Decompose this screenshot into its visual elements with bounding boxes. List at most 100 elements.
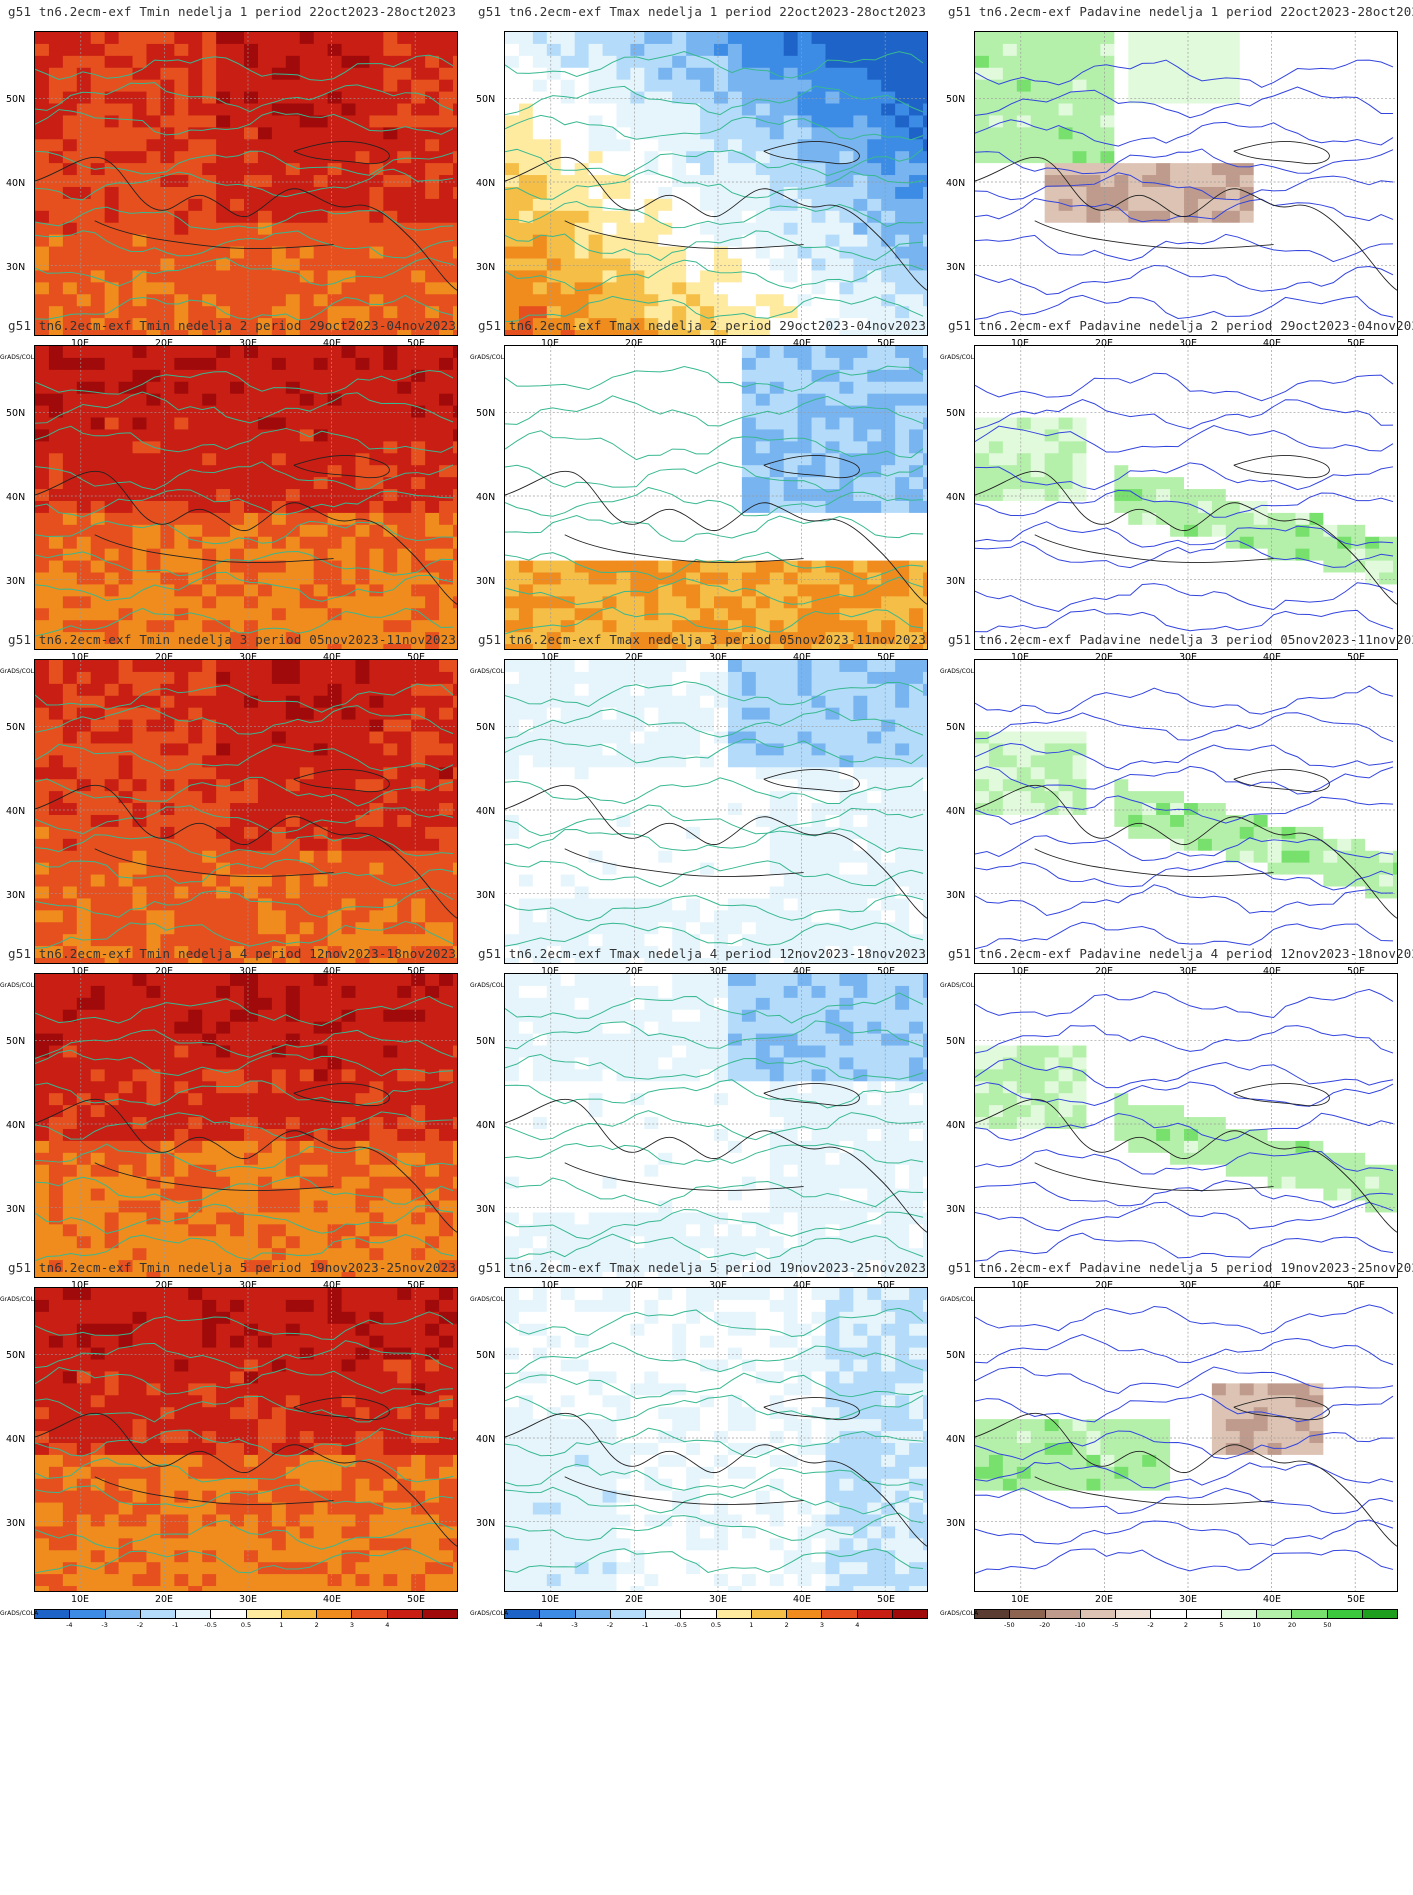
colorbar-tick-label: 10 — [1252, 1621, 1261, 1629]
lat-label-30n: 30N — [476, 262, 496, 273]
lon-label-40e: 40E — [1262, 652, 1282, 663]
colorbar-swatch — [646, 1610, 682, 1618]
lon-label-10e: 10E — [1010, 966, 1030, 977]
map-field — [505, 1288, 927, 1591]
lat-label-30n: 30N — [6, 576, 26, 587]
forecast-panel-1: g51 tn6.2ecm-exf Tmin nedelja 1 period 2… — [0, 2, 470, 381]
lon-label-20e: 20E — [154, 966, 174, 977]
lon-label-50e: 50E — [1346, 338, 1366, 349]
map-frame — [504, 659, 928, 964]
map-field — [975, 974, 1397, 1277]
lon-label-10e: 10E — [70, 966, 90, 977]
lon-label-30e: 30E — [1178, 1280, 1198, 1291]
lat-label-30n: 30N — [6, 1204, 26, 1215]
colorbar-tick-label: 3 — [349, 1621, 355, 1629]
map-field — [505, 974, 927, 1277]
map-frame — [974, 31, 1398, 336]
colorbar-swatch — [716, 1610, 752, 1618]
map-frame — [34, 1287, 458, 1592]
map-field — [975, 346, 1397, 649]
panel-title: g51 tn6.2ecm-exf Padavine nedelja 4 peri… — [948, 946, 1413, 961]
lon-label-20e: 20E — [624, 1280, 644, 1291]
lat-label-30n: 30N — [6, 890, 26, 901]
lat-label-40n: 40N — [946, 1434, 966, 1445]
lon-label-30e: 30E — [708, 338, 728, 349]
lat-label-40n: 40N — [6, 178, 26, 189]
forecast-panel-4: g51 tn6.2ecm-exf Tmin nedelja 2 period 2… — [0, 316, 470, 695]
lon-label-50e: 50E — [1346, 966, 1366, 977]
colorbar-tick-label: 2 — [314, 1621, 319, 1629]
lon-label-20e: 20E — [1094, 1280, 1114, 1291]
lat-label-40n: 40N — [476, 1434, 496, 1445]
map-field — [35, 32, 457, 335]
colorbar — [34, 1609, 458, 1619]
colorbar-tick-label: 1 — [279, 1621, 284, 1629]
colorbar-tick-label: -10 — [1074, 1621, 1086, 1629]
colorbar-swatch — [105, 1610, 141, 1618]
lon-label-30e: 30E — [238, 1280, 258, 1291]
lon-label-50e: 50E — [876, 966, 896, 977]
map-frame — [504, 345, 928, 650]
lon-label-40e: 40E — [1262, 1280, 1282, 1291]
lon-label-20e: 20E — [1094, 1594, 1114, 1605]
lat-label-40n: 40N — [946, 806, 966, 817]
colorbar-swatch — [281, 1610, 317, 1618]
panel-title: g51 tn6.2ecm-exf Tmin nedelja 3 period 0… — [8, 632, 457, 647]
colorbar-swatch — [140, 1610, 176, 1618]
lon-label-40e: 40E — [322, 338, 342, 349]
lon-label-20e: 20E — [624, 338, 644, 349]
grads-brand-label: GrADS/COLA — [0, 982, 39, 989]
colorbar-tick-label: -2 — [1147, 1621, 1154, 1629]
lon-label-30e: 30E — [708, 1280, 728, 1291]
lon-label-40e: 40E — [322, 652, 342, 663]
lon-label-10e: 10E — [70, 1280, 90, 1291]
grads-brand-label: GrADS/COLA — [470, 668, 509, 675]
lon-label-40e: 40E — [322, 966, 342, 977]
lat-label-50n: 50N — [946, 722, 966, 733]
colorbar-swatch — [1362, 1610, 1397, 1618]
lon-label-20e: 20E — [1094, 338, 1114, 349]
lon-label-40e: 40E — [322, 1594, 342, 1605]
colorbar-swatch — [1080, 1610, 1116, 1618]
colorbar-swatch — [787, 1610, 823, 1618]
lat-label-30n: 30N — [476, 1204, 496, 1215]
lon-label-20e: 20E — [1094, 966, 1114, 977]
lon-label-50e: 50E — [406, 1594, 426, 1605]
lon-label-40e: 40E — [792, 652, 812, 663]
panel-title: g51 tn6.2ecm-exf Tmax nedelja 2 period 2… — [478, 318, 927, 333]
map-field — [505, 660, 927, 963]
grads-brand-label: GrADS/COLA — [0, 1610, 39, 1617]
lon-label-10e: 10E — [70, 1594, 90, 1605]
lat-label-30n: 30N — [476, 1518, 496, 1529]
colorbar-tick-label: 5 — [1219, 1621, 1224, 1629]
colorbar-swatch — [352, 1610, 388, 1618]
colorbar-tick-label: -2 — [606, 1621, 614, 1629]
lon-label-50e: 50E — [406, 1280, 426, 1291]
colorbar-swatch — [822, 1610, 858, 1618]
map-frame — [34, 973, 458, 1278]
map-frame — [504, 973, 928, 1278]
grads-brand-label: GrADS/COLA — [940, 354, 979, 361]
lon-label-20e: 20E — [1094, 652, 1114, 663]
colorbar-swatch — [751, 1610, 787, 1618]
lon-label-30e: 30E — [708, 652, 728, 663]
map-frame — [504, 31, 928, 336]
map-field — [35, 660, 457, 963]
colorbar-swatch — [387, 1610, 423, 1618]
lat-label-50n: 50N — [6, 94, 26, 105]
grads-brand-label: GrADS/COLA — [470, 1610, 509, 1617]
panel-title: g51 tn6.2ecm-exf Padavine nedelja 3 peri… — [948, 632, 1413, 647]
lon-label-40e: 40E — [322, 1280, 342, 1291]
colorbar-tick-label: -3 — [571, 1621, 578, 1629]
map-field — [975, 1288, 1397, 1591]
lat-label-40n: 40N — [476, 1120, 496, 1131]
colorbar-swatch — [681, 1610, 717, 1618]
colorbar-swatch — [176, 1610, 212, 1618]
colorbar-swatch — [1292, 1610, 1328, 1618]
grads-brand-label: GrADS/COLA — [940, 668, 979, 675]
lon-label-50e: 50E — [406, 652, 426, 663]
map-field — [35, 974, 457, 1277]
lat-label-50n: 50N — [476, 1350, 496, 1361]
grads-brand-label: GrADS/COLA — [470, 354, 509, 361]
lat-label-40n: 40N — [946, 492, 966, 503]
